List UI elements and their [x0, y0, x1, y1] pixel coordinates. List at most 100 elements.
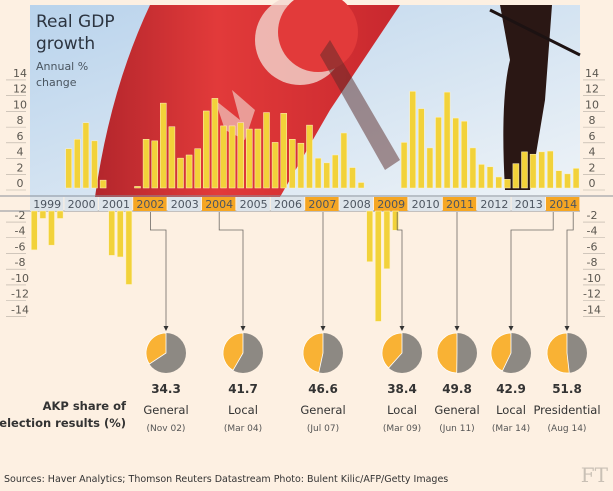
gdp-bar	[512, 163, 520, 189]
gdp-bar	[314, 157, 322, 189]
gdp-bar	[125, 210, 133, 285]
arrowhead-icon	[508, 326, 514, 331]
y-tick-right: 6	[589, 130, 596, 143]
gdp-bar	[211, 98, 219, 189]
election-type: Local	[387, 403, 417, 417]
y-tick-right: 8	[589, 114, 596, 127]
y-tick-left: 0	[17, 177, 24, 190]
year-band-2006	[270, 197, 305, 211]
gdp-bar	[392, 210, 399, 231]
year-band-2013	[511, 197, 545, 211]
gdp-bar	[461, 120, 468, 189]
akp-label-line1: AKP share of	[43, 399, 127, 413]
chart-title-line1: Real GDP	[36, 12, 115, 32]
election-arrow	[510, 212, 554, 329]
gdp-bar	[48, 210, 55, 246]
chart-subtitle-line1: Annual %	[36, 60, 88, 73]
arrowhead-icon	[454, 326, 460, 331]
year-band-2002	[133, 197, 167, 211]
pie-slice-akp	[302, 332, 324, 374]
x-tick-label: 2014	[549, 198, 577, 211]
y-tick-right: -10	[583, 272, 601, 285]
y-tick-left: -6	[15, 240, 26, 253]
gdp-bar	[254, 128, 262, 189]
gdp-bar	[443, 91, 451, 189]
y-tick-right: 4	[589, 146, 596, 159]
election-arrow	[396, 212, 403, 329]
gdp-bar	[39, 210, 47, 219]
election-value: 42.9	[496, 382, 526, 396]
x-tick-label: 2012	[480, 198, 508, 211]
x-tick-label: 2004	[205, 198, 233, 211]
y-tick-left: -8	[15, 256, 26, 269]
gdp-bar	[151, 140, 158, 189]
arrowhead-icon	[163, 326, 169, 331]
y-tick-left: 4	[17, 146, 24, 159]
x-tick-label: 1999	[33, 198, 61, 211]
election-date: (Jul 07)	[307, 424, 339, 434]
election-type: Local	[496, 403, 526, 417]
gdp-bar	[246, 128, 253, 189]
gdp-bar	[168, 126, 176, 189]
election-pie	[381, 332, 422, 373]
gdp-bar	[177, 157, 184, 189]
gdp-bar	[228, 125, 236, 189]
gdp-bar	[74, 139, 81, 189]
gdp-bar	[572, 168, 580, 189]
year-band-2001	[98, 197, 133, 211]
x-tick-label: 2003	[171, 198, 199, 211]
election-arrow	[150, 212, 167, 329]
y-tick-right: -6	[587, 240, 598, 253]
election-value: 38.4	[387, 382, 417, 396]
gdp-bar	[452, 117, 459, 189]
election-pie	[490, 332, 531, 373]
y-tick-right: -2	[587, 209, 598, 222]
gdp-bar	[91, 140, 98, 189]
election-value: 51.8	[552, 382, 582, 396]
election-pie	[436, 332, 477, 374]
arrowhead-icon	[564, 326, 570, 331]
y-tick-right: 12	[585, 83, 599, 96]
gdp-bar	[340, 132, 348, 189]
akp-label-line2: election results (%)	[0, 416, 126, 430]
election-pie	[222, 332, 263, 373]
year-band-2012	[477, 197, 511, 211]
year-band-2003	[167, 197, 201, 211]
arrowhead-icon	[399, 326, 405, 331]
year-band-2014	[546, 197, 580, 211]
gdp-bar	[332, 154, 339, 189]
x-tick-label: 2007	[308, 198, 336, 211]
gdp-bar	[56, 210, 64, 219]
gdp-bar	[555, 170, 563, 189]
election-type: Presidential	[533, 403, 600, 417]
gdp-bar	[203, 110, 210, 189]
gdp-bar	[220, 125, 227, 189]
gdp-bar	[547, 150, 554, 189]
gdp-bar	[495, 176, 502, 189]
y-tick-right: 14	[585, 67, 599, 80]
arrowhead-icon	[320, 326, 326, 331]
x-tick-label: 2001	[102, 198, 130, 211]
gdp-bar	[31, 210, 38, 251]
year-band-2004	[202, 197, 236, 211]
y-tick-right: 0	[589, 177, 596, 190]
year-band-2009	[374, 197, 408, 211]
election-value: 41.7	[228, 382, 258, 396]
chart-title-line2: growth	[36, 34, 95, 54]
y-tick-right: -4	[587, 225, 598, 238]
gdp-bar	[99, 179, 107, 189]
gdp-bar	[65, 148, 72, 189]
gdp-bar	[108, 210, 115, 256]
pie-slice-akp	[546, 332, 570, 374]
arrowhead-icon	[240, 326, 246, 331]
election-date: (Mar 04)	[224, 424, 262, 434]
gdp-bar	[349, 167, 356, 189]
election-date: (Mar 09)	[383, 424, 421, 434]
gdp-bar	[117, 210, 124, 258]
election-pie	[546, 332, 587, 374]
y-tick-left: 10	[13, 98, 27, 111]
y-tick-right: -14	[583, 303, 601, 316]
gdp-bar	[409, 91, 416, 189]
